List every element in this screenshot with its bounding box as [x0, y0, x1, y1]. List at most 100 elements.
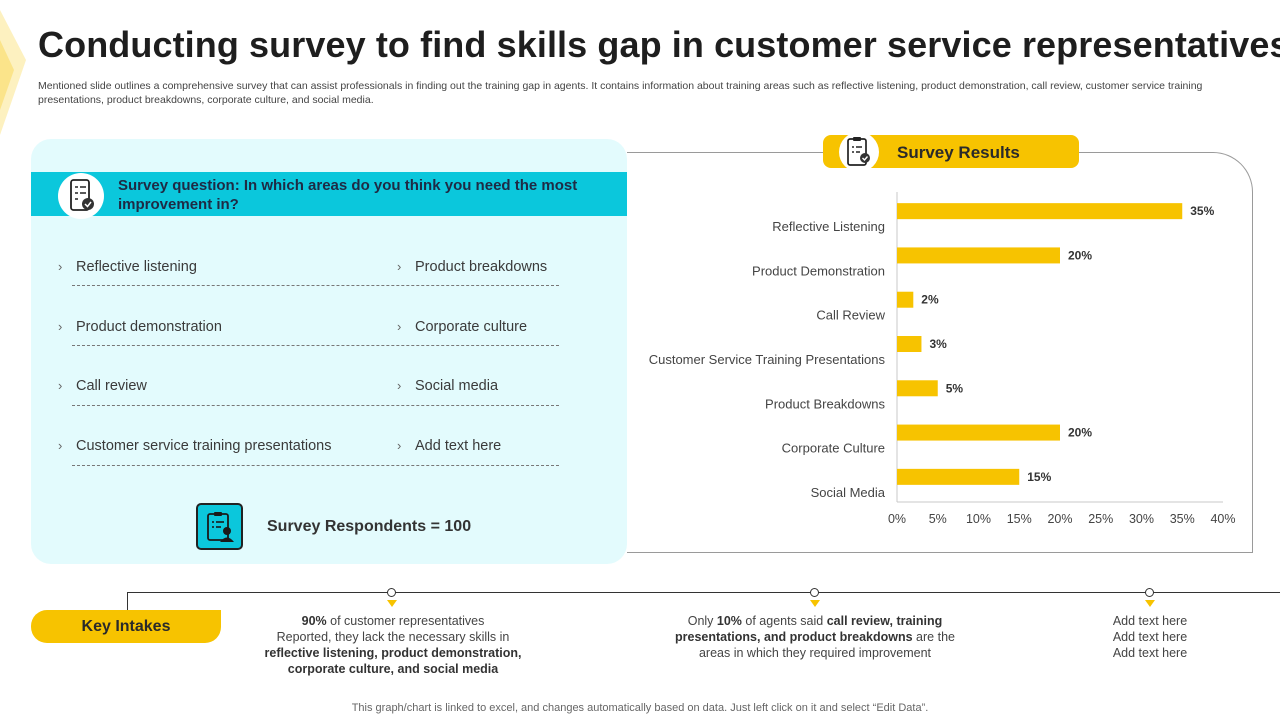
question-icon-badge	[58, 173, 104, 219]
intake-node	[1145, 588, 1154, 597]
intake-segment: Only	[687, 614, 717, 628]
option-training-presentations: › Customer service training presentations	[58, 438, 331, 454]
divider	[72, 345, 559, 346]
intake-node	[387, 588, 396, 597]
chevron-right-icon: ›	[58, 259, 63, 274]
bar	[897, 203, 1183, 220]
chevron-right-icon: ›	[397, 438, 402, 453]
page-title: Conducting survey to find skills gap in …	[38, 24, 1280, 65]
intake-connector	[127, 592, 128, 612]
page-description: Mentioned slide outlines a comprehensive…	[38, 80, 1203, 106]
option-label: Corporate culture	[415, 319, 528, 335]
category-label: Corporate Culture	[782, 441, 885, 456]
intake-arrow-icon	[387, 600, 397, 607]
x-tick-label: 5%	[929, 512, 947, 526]
key-intakes-label: Key Intakes	[31, 610, 221, 643]
divider	[72, 405, 559, 406]
intake-line: 90% of customer representatives	[232, 613, 554, 629]
chevron-right-icon: ›	[397, 319, 402, 334]
chevron-right-icon: ›	[397, 378, 402, 393]
data-label: 35%	[1190, 204, 1214, 218]
option-label: Product demonstration	[76, 319, 222, 335]
intake-segment: call review, training	[826, 614, 943, 628]
option-label: Call review	[76, 378, 147, 394]
bar	[897, 380, 938, 397]
intake-segment: of customer representatives	[326, 614, 485, 628]
intake-segment: areas in which they required improvement	[698, 646, 932, 660]
divider	[72, 465, 559, 466]
intake-line: corporate culture, and social media	[232, 661, 554, 677]
data-label: 20%	[1068, 248, 1092, 262]
bar	[897, 336, 922, 352]
data-label: 20%	[1068, 426, 1092, 440]
x-tick-label: 15%	[1007, 512, 1032, 526]
intake-line: Add text here	[1060, 613, 1240, 629]
data-label: 15%	[1027, 470, 1051, 484]
data-label: 2%	[921, 293, 939, 307]
chevron-right-icon: ›	[58, 378, 63, 393]
bar	[897, 291, 914, 308]
intake-segment: Add text here	[1112, 630, 1188, 644]
intake-segment: presentations, and product breakdowns	[675, 630, 913, 644]
intake-node	[810, 588, 819, 597]
intake-text-2: Only 10% of agents said call review, tra…	[645, 613, 985, 661]
category-label: Product Demonstration	[752, 263, 885, 278]
option-label: Product breakdowns	[415, 259, 548, 275]
intake-arrow-icon	[810, 600, 820, 607]
survey-question: Survey question: In which areas do you t…	[118, 177, 578, 213]
category-label: Social Media	[811, 485, 886, 500]
results-title: Survey Results	[897, 143, 1020, 162]
intake-segment: Add text here	[1112, 614, 1188, 628]
intake-segment: corporate culture, and social media	[287, 662, 499, 676]
intake-segment: Reported, they lack the necessary skills…	[276, 630, 510, 644]
intake-timeline	[127, 592, 1280, 593]
option-label: Social media	[415, 378, 499, 394]
corner-decoration	[0, 10, 26, 135]
divider	[72, 285, 559, 286]
option-corporate-culture: › Corporate culture	[397, 319, 527, 335]
category-label: Call Review	[816, 308, 885, 323]
bar	[897, 424, 1060, 441]
intake-line: Add text here	[1060, 645, 1240, 661]
intake-line: Only 10% of agents said call review, tra…	[645, 613, 985, 629]
category-label: Customer Service Training Presentations	[649, 352, 886, 367]
option-label: Reflective listening	[76, 259, 197, 275]
chevron-right-icon: ›	[58, 319, 63, 334]
option-add-text: › Add text here	[397, 438, 501, 454]
x-tick-label: 10%	[966, 512, 991, 526]
x-tick-label: 35%	[1170, 512, 1195, 526]
footer-note: This graph/chart is linked to excel, and…	[351, 702, 929, 714]
results-icon-badge	[839, 132, 879, 172]
category-label: Product Breakdowns	[765, 396, 885, 411]
question-bar	[31, 172, 627, 216]
mobile-checklist-icon	[70, 179, 94, 211]
x-tick-label: 40%	[1210, 512, 1235, 526]
bar	[897, 468, 1020, 485]
intake-segment: Add text here	[1112, 646, 1188, 660]
intake-segment: 10%	[716, 614, 742, 628]
intake-line: presentations, and product breakdowns ar…	[645, 629, 985, 645]
intake-segment: 90%	[301, 614, 327, 628]
data-label: 5%	[946, 381, 964, 395]
intake-line: Add text here	[1060, 629, 1240, 645]
data-label: 3%	[929, 337, 947, 351]
survey-respondents: Survey Respondents = 100	[267, 518, 472, 535]
intake-segment: reflective listening, product demonstrat…	[264, 646, 522, 660]
option-label: Add text here	[415, 438, 502, 454]
respondents-icon-box	[196, 503, 243, 550]
x-tick-label: 30%	[1129, 512, 1154, 526]
x-tick-label: 0%	[888, 512, 906, 526]
chevron-right-icon: ›	[58, 438, 63, 453]
intake-line: Reported, they lack the necessary skills…	[232, 629, 554, 645]
chevron-right-icon: ›	[397, 259, 402, 274]
intake-arrow-icon	[1145, 600, 1155, 607]
clipboard-search-icon	[847, 137, 870, 166]
intake-line: areas in which they required improvement	[645, 645, 985, 661]
intake-line: reflective listening, product demonstrat…	[232, 645, 554, 661]
intake-segment: of agents said	[741, 614, 827, 628]
bar	[897, 247, 1060, 264]
option-reflective-listening: › Reflective listening	[58, 259, 197, 275]
option-call-review: › Call review	[58, 378, 147, 394]
option-product-demonstration: › Product demonstration	[58, 319, 222, 335]
option-social-media: › Social media	[397, 378, 498, 394]
